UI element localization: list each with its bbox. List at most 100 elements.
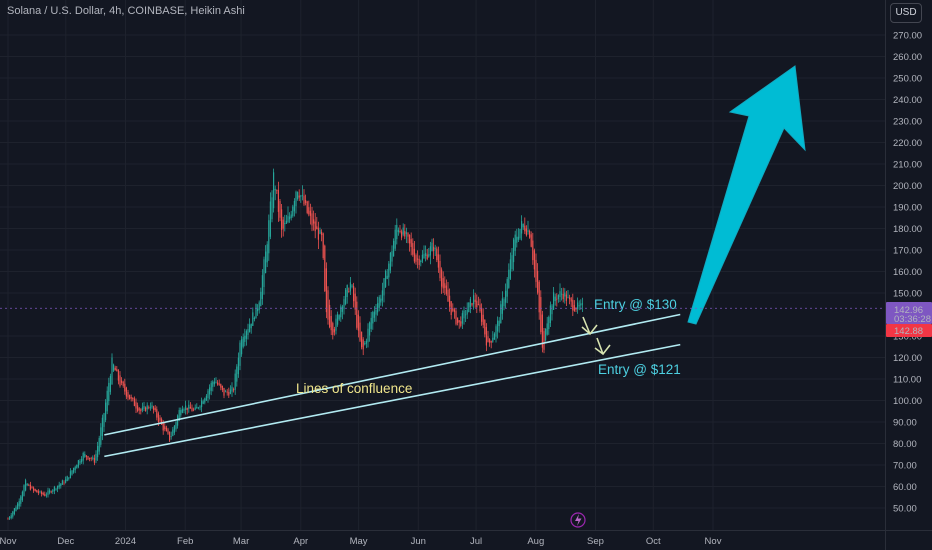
candle-body <box>487 336 489 343</box>
candle-body <box>196 406 198 409</box>
currency-button[interactable]: USD <box>890 3 922 23</box>
candle-body <box>380 298 382 303</box>
candle-body <box>228 392 230 396</box>
candle-body <box>15 507 17 512</box>
lower-confluence-line <box>104 343 681 458</box>
candle-body <box>37 491 39 494</box>
candle-body <box>65 479 67 483</box>
current-price-badge <box>886 324 932 337</box>
candle-body <box>209 387 211 395</box>
y-tick-label: 50.00 <box>893 504 917 515</box>
candle-body <box>413 248 415 262</box>
candle-body <box>356 301 358 328</box>
candle-body <box>369 322 371 336</box>
candle-body <box>245 331 247 339</box>
candle-body <box>271 197 273 220</box>
candle-body <box>522 223 524 228</box>
candle-body <box>298 195 300 198</box>
candle-body <box>471 303 473 306</box>
y-tick-label: 270.00 <box>893 31 922 42</box>
candle-body <box>429 246 431 256</box>
candle-body <box>324 245 326 292</box>
candle-body <box>437 254 439 268</box>
x-tick-label: Apr <box>293 536 308 547</box>
candle-body <box>375 310 377 315</box>
y-tick-label: 260.00 <box>893 52 922 63</box>
candle-body <box>121 380 123 383</box>
candle-body <box>532 240 534 261</box>
candle-body <box>367 328 369 343</box>
candle-body <box>551 305 553 315</box>
candle-body <box>282 219 284 229</box>
candle-body <box>508 269 510 288</box>
candle-body <box>354 293 356 310</box>
candle-body <box>108 382 110 402</box>
candle-body <box>124 383 126 392</box>
candle-body <box>236 366 238 382</box>
candle-body <box>453 309 455 312</box>
candle-body <box>441 269 443 287</box>
candle-body <box>114 367 116 371</box>
candle-body <box>269 201 271 237</box>
candle-body <box>514 234 516 251</box>
candle-body <box>205 395 207 401</box>
candle-body <box>122 381 124 386</box>
candle-body <box>290 214 292 218</box>
candle-body <box>479 304 481 312</box>
candle-body <box>389 252 391 271</box>
candle-body <box>340 306 342 318</box>
candle-body <box>490 340 492 343</box>
candle-body <box>303 195 305 205</box>
candle-body <box>394 229 396 249</box>
candle-body <box>277 190 279 212</box>
candle-body <box>252 312 254 326</box>
candle-body <box>276 189 278 191</box>
candle-body <box>581 303 583 305</box>
candle-body <box>159 417 161 421</box>
candle-body <box>233 389 235 391</box>
candle-body <box>217 382 219 385</box>
lightning-icon <box>575 514 582 526</box>
candle-body <box>388 263 390 278</box>
candle-body <box>97 445 99 458</box>
candle-body <box>525 228 527 236</box>
y-tick-label: 250.00 <box>893 74 922 85</box>
candle-body <box>266 244 268 263</box>
candle-body <box>60 483 62 486</box>
candle-body <box>530 234 532 247</box>
candle-body <box>61 480 63 485</box>
candle-body <box>18 501 20 507</box>
candle-body <box>39 491 41 493</box>
candle-body <box>505 290 507 303</box>
candle-body <box>321 231 323 235</box>
candle-body <box>541 314 543 348</box>
candle-body <box>455 310 457 325</box>
candle-body <box>145 407 147 412</box>
candle-body <box>578 305 580 307</box>
candle-body <box>527 230 529 232</box>
candle-body <box>562 293 564 300</box>
candle-body <box>161 419 163 425</box>
candle-body <box>485 327 487 346</box>
candle-body <box>564 292 566 297</box>
candle-body <box>402 227 404 235</box>
candle-body <box>461 313 463 324</box>
candle-body <box>162 421 164 431</box>
candle-body <box>193 409 195 411</box>
candle-body <box>177 415 179 426</box>
candle-body <box>90 458 92 460</box>
candle-body <box>428 254 430 257</box>
x-tick-label: 2024 <box>115 536 136 547</box>
entry-label-lower: Entry @ $121 <box>598 362 681 377</box>
candle-body <box>397 229 399 233</box>
candle-body <box>135 402 137 409</box>
x-tick-label: Jul <box>470 536 482 547</box>
candle-body <box>346 285 348 298</box>
candle-body <box>293 200 295 212</box>
candle-body <box>300 195 302 197</box>
candle-body <box>258 302 260 310</box>
candle-body <box>71 470 73 475</box>
candle-body <box>553 292 555 310</box>
candle-body <box>31 487 33 489</box>
